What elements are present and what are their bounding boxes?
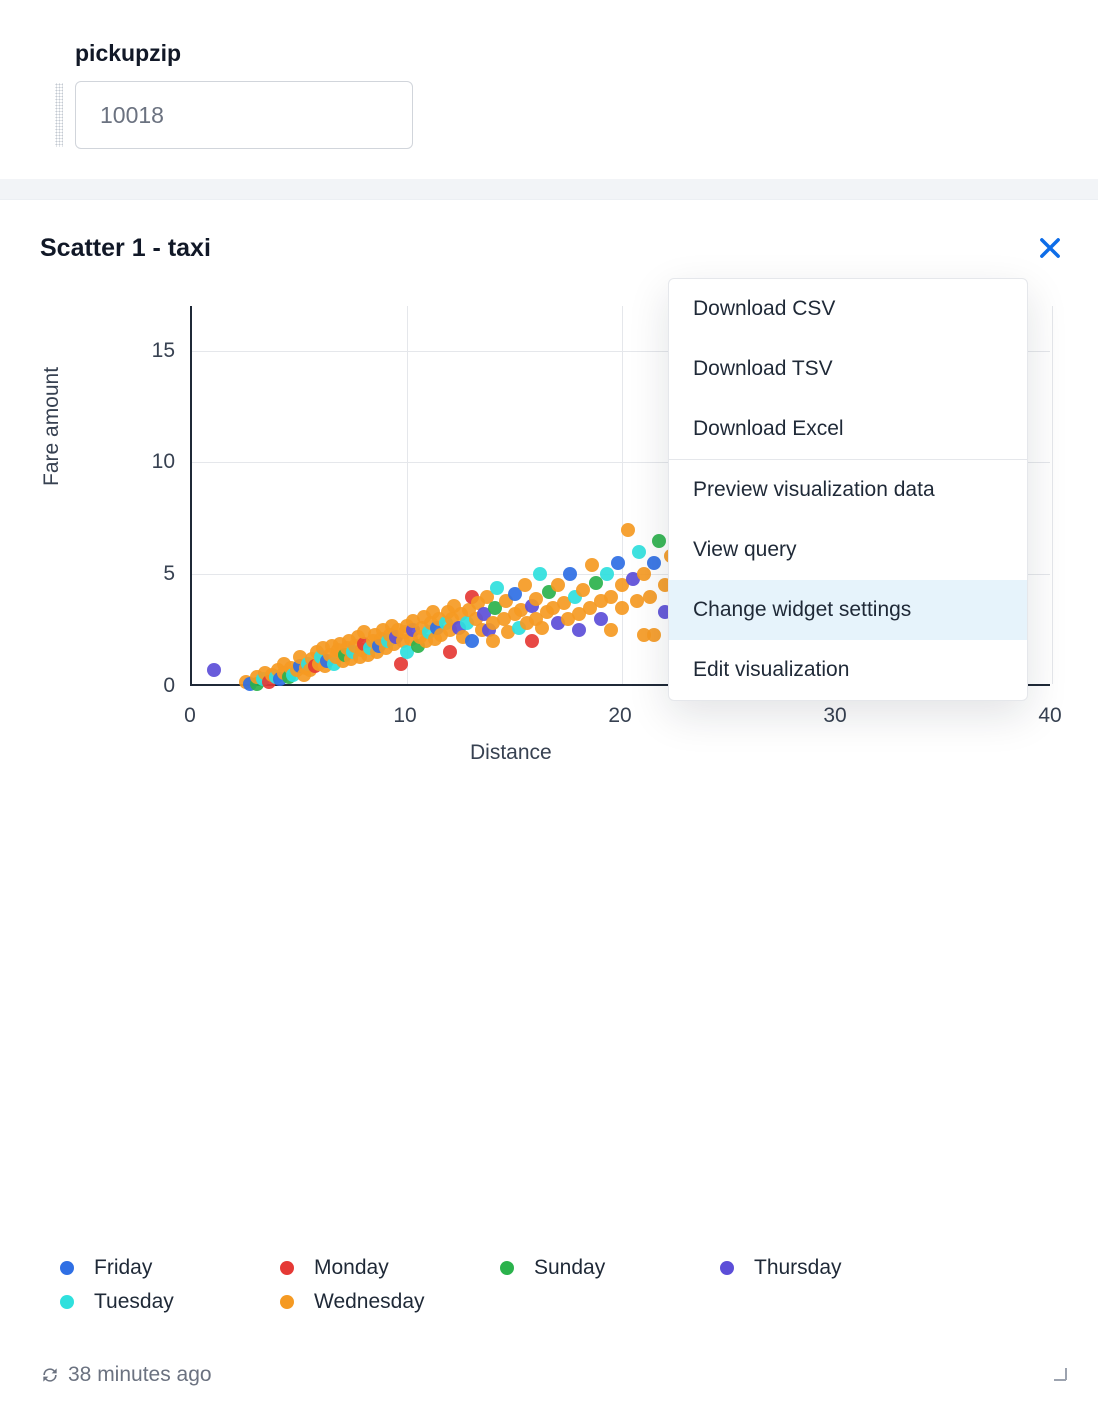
scatter-point[interactable] <box>643 590 657 604</box>
scatter-point[interactable] <box>525 634 539 648</box>
scatter-point[interactable] <box>551 578 565 592</box>
scatter-point[interactable] <box>585 558 599 572</box>
legend-item-monday[interactable]: Monday <box>280 1256 500 1280</box>
refresh-icon <box>40 1365 60 1385</box>
legend-dot-icon <box>60 1295 74 1309</box>
scatter-point[interactable] <box>529 592 543 606</box>
widget-header: Scatter 1 - taxi <box>40 230 1068 266</box>
x-tick-label: 0 <box>184 704 196 728</box>
y-tick-label: 10 <box>135 450 175 474</box>
drag-handle-icon[interactable] <box>55 83 63 147</box>
legend-label: Tuesday <box>94 1290 174 1314</box>
scatter-point[interactable] <box>490 581 504 595</box>
widget-title: Scatter 1 - taxi <box>40 234 211 263</box>
filter-input-row <box>55 81 1043 149</box>
scatter-point[interactable] <box>632 545 646 559</box>
legend-label: Wednesday <box>314 1290 425 1314</box>
legend-label: Thursday <box>754 1256 842 1280</box>
widget-footer: 38 minutes ago <box>40 1358 1068 1387</box>
scatter-point[interactable] <box>647 556 661 570</box>
scatter-point[interactable] <box>637 567 651 581</box>
legend-dot-icon <box>280 1261 294 1275</box>
y-tick-label: 0 <box>135 674 175 698</box>
scatter-point[interactable] <box>563 567 577 581</box>
legend-item-sunday[interactable]: Sunday <box>500 1256 720 1280</box>
menu-item-preview-visualization-data[interactable]: Preview visualization data <box>669 460 1027 520</box>
legend-dot-icon <box>280 1295 294 1309</box>
scatter-point[interactable] <box>615 601 629 615</box>
y-tick-label: 5 <box>135 562 175 586</box>
scatter-point[interactable] <box>604 590 618 604</box>
visualization-widget: Scatter 1 - taxi Download CSVDownload TS… <box>0 199 1098 1409</box>
refresh-timestamp: 38 minutes ago <box>68 1363 212 1387</box>
legend-label: Monday <box>314 1256 389 1280</box>
menu-item-download-csv[interactable]: Download CSV <box>669 279 1027 339</box>
x-tick-label: 20 <box>608 704 631 728</box>
pickupzip-input[interactable] <box>75 81 413 149</box>
x-axis-label: Distance <box>470 741 552 765</box>
resize-icon <box>1044 1358 1068 1382</box>
legend-item-friday[interactable]: Friday <box>60 1256 280 1280</box>
scatter-point[interactable] <box>465 634 479 648</box>
scatter-point[interactable] <box>443 645 457 659</box>
scatter-point[interactable] <box>486 634 500 648</box>
legend-dot-icon <box>60 1261 74 1275</box>
x-tick-label: 40 <box>1038 704 1061 728</box>
scatter-point[interactable] <box>207 663 221 677</box>
filter-label: pickupzip <box>75 40 1043 67</box>
chart-legend: Friday Monday Sunday Thursday Tuesday Wednesd… <box>60 1256 1068 1318</box>
y-tick-label: 15 <box>135 339 175 363</box>
legend-item-tuesday[interactable]: Tuesday <box>60 1290 280 1314</box>
scatter-point[interactable] <box>518 578 532 592</box>
scatter-point[interactable] <box>600 567 614 581</box>
legend-item-thursday[interactable]: Thursday <box>720 1256 940 1280</box>
filter-region: pickupzip <box>0 0 1098 179</box>
menu-item-download-tsv[interactable]: Download TSV <box>669 339 1027 399</box>
refresh-status[interactable]: 38 minutes ago <box>40 1363 212 1387</box>
legend-dot-icon <box>720 1261 734 1275</box>
x-tick-label: 30 <box>823 704 846 728</box>
gridline <box>622 306 623 684</box>
gridline <box>1052 306 1053 684</box>
legend-label: Sunday <box>534 1256 605 1280</box>
scatter-point[interactable] <box>647 628 661 642</box>
legend-label: Friday <box>94 1256 152 1280</box>
menu-item-edit-visualization[interactable]: Edit visualization <box>669 640 1027 700</box>
y-axis-label: Fare amount <box>40 367 64 486</box>
legend-dot-icon <box>500 1261 514 1275</box>
x-tick-label: 10 <box>393 704 416 728</box>
menu-item-change-widget-settings[interactable]: Change widget settings <box>669 580 1027 640</box>
resize-handle[interactable] <box>1044 1358 1068 1387</box>
scatter-point[interactable] <box>533 567 547 581</box>
widget-context-menu: Download CSVDownload TSVDownload Excel P… <box>668 278 1028 701</box>
scatter-point[interactable] <box>535 621 549 635</box>
close-menu-button[interactable] <box>1032 230 1068 266</box>
scatter-point[interactable] <box>572 623 586 637</box>
scatter-point[interactable] <box>621 523 635 537</box>
legend-item-wednesday[interactable]: Wednesday <box>280 1290 500 1314</box>
scatter-point[interactable] <box>630 594 644 608</box>
scatter-point[interactable] <box>652 534 666 548</box>
scatter-point[interactable] <box>611 556 625 570</box>
scatter-point[interactable] <box>604 623 618 637</box>
page-gap <box>0 179 1098 199</box>
menu-item-view-query[interactable]: View query <box>669 520 1027 580</box>
menu-item-download-excel[interactable]: Download Excel <box>669 399 1027 459</box>
scatter-point[interactable] <box>576 583 590 597</box>
close-icon <box>1036 234 1064 262</box>
